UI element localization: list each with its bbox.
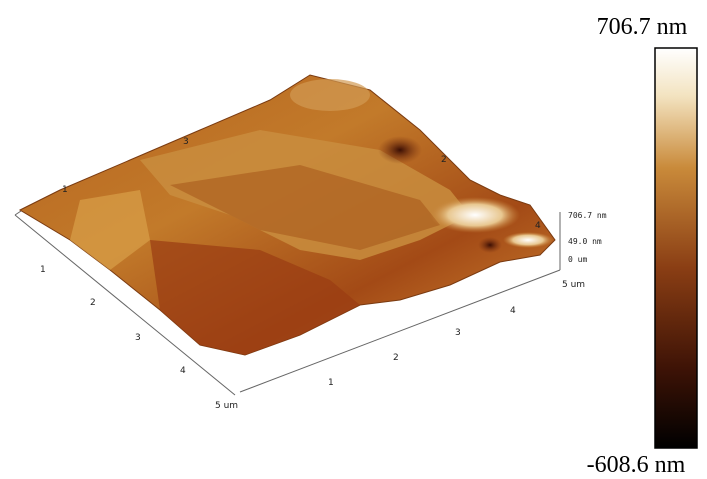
front-tick: 4 [510,306,516,316]
left-tick: 5 um [215,401,238,411]
figure: 1 2 3 4 5 um 1 2 3 4 5 um 1 3 2 4 706.7 … [0,0,707,479]
left-tick: 4 [180,366,186,376]
front-tick: 1 [328,378,334,388]
edge-label: 1 [62,185,68,195]
left-tick: 1 [40,265,46,275]
afm-surface [20,75,555,355]
z-label: 706.7 nm [568,211,607,220]
front-tick: 2 [393,353,399,363]
edge-label: 4 [535,221,541,231]
edge-label: 3 [183,137,189,147]
colorbar-max: 706.7 nm [597,14,688,40]
left-tick: 2 [90,298,96,308]
left-tick: 3 [135,333,141,343]
z-label: 49.0 nm [568,237,602,246]
edge-label: 2 [441,155,447,165]
front-tick: 3 [455,328,461,338]
colorbar [655,48,697,448]
colorbar-min: -608.6 nm [587,452,686,478]
z-label: 0 um [568,255,587,264]
front-tick: 5 um [562,280,585,290]
